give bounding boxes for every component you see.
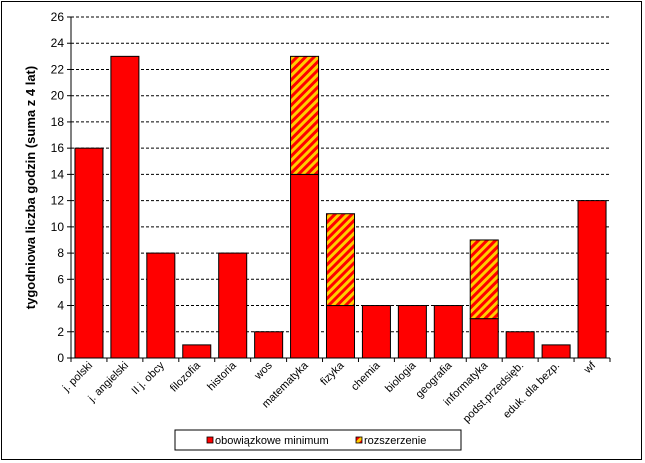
legend-label: obowiązkowe minimum: [215, 435, 329, 447]
bar-segment: [290, 173, 320, 359]
bar-segment: [110, 55, 140, 359]
x-category-label: wos: [252, 359, 275, 382]
legend-swatch: [355, 436, 363, 444]
bar-segment: [325, 305, 356, 359]
legend-swatch: [206, 436, 214, 444]
bar-segment: [290, 55, 320, 175]
x-category-label: wf: [581, 359, 599, 377]
bar-segment: [397, 305, 427, 359]
y-tick-label: 20: [51, 89, 65, 103]
legend: obowiązkowe minimum rozszerzenie: [174, 429, 462, 451]
y-tick-label: 10: [51, 220, 65, 234]
legend-box: [174, 429, 462, 451]
x-category-label: j. polski: [60, 360, 95, 395]
bar-segment: [469, 318, 499, 359]
bars: [74, 55, 607, 359]
bar-segment: [218, 252, 248, 359]
bar-segment: [254, 331, 284, 359]
bar-segment: [182, 344, 212, 359]
x-category-label: podst.przedsięb.: [461, 360, 527, 426]
x-category-label: filozofia: [168, 359, 203, 394]
bar-segment: [74, 147, 104, 359]
y-tick-label: 26: [51, 10, 65, 24]
y-axis-label: tygodniowa liczba godzin (suma z 4 lat): [23, 66, 38, 309]
bar-segment: [146, 252, 176, 359]
x-category-label: biologia: [383, 359, 419, 395]
bar-segment: [577, 200, 607, 359]
y-tick-label: 8: [57, 246, 64, 260]
y-tick-label: 4: [57, 299, 64, 313]
bar-segment: [325, 213, 356, 307]
x-category-label: fizyka: [318, 359, 347, 388]
y-tick-label: 6: [57, 272, 64, 286]
y-tick-label: 14: [51, 167, 65, 181]
y-tick-label: 2: [57, 325, 64, 339]
x-category-label: historia: [205, 359, 239, 393]
axes: [67, 16, 611, 362]
y-tick-label: 22: [51, 62, 65, 76]
bar-segment: [361, 305, 391, 359]
bar-segment: [433, 305, 463, 359]
legend-label: rozszerzenie: [364, 435, 426, 447]
bar-segment: [505, 331, 535, 359]
y-tick-label: 16: [51, 141, 65, 155]
bar-segment: [469, 239, 499, 320]
bar-segment: [541, 344, 571, 359]
x-category-label: II j. obcy: [130, 359, 168, 397]
x-category-label: chemia: [349, 359, 383, 393]
y-tick-label: 12: [51, 194, 65, 208]
y-tick-label: 18: [51, 115, 65, 129]
y-tick-label: 24: [51, 36, 65, 50]
y-tick-label: 0: [57, 351, 64, 365]
